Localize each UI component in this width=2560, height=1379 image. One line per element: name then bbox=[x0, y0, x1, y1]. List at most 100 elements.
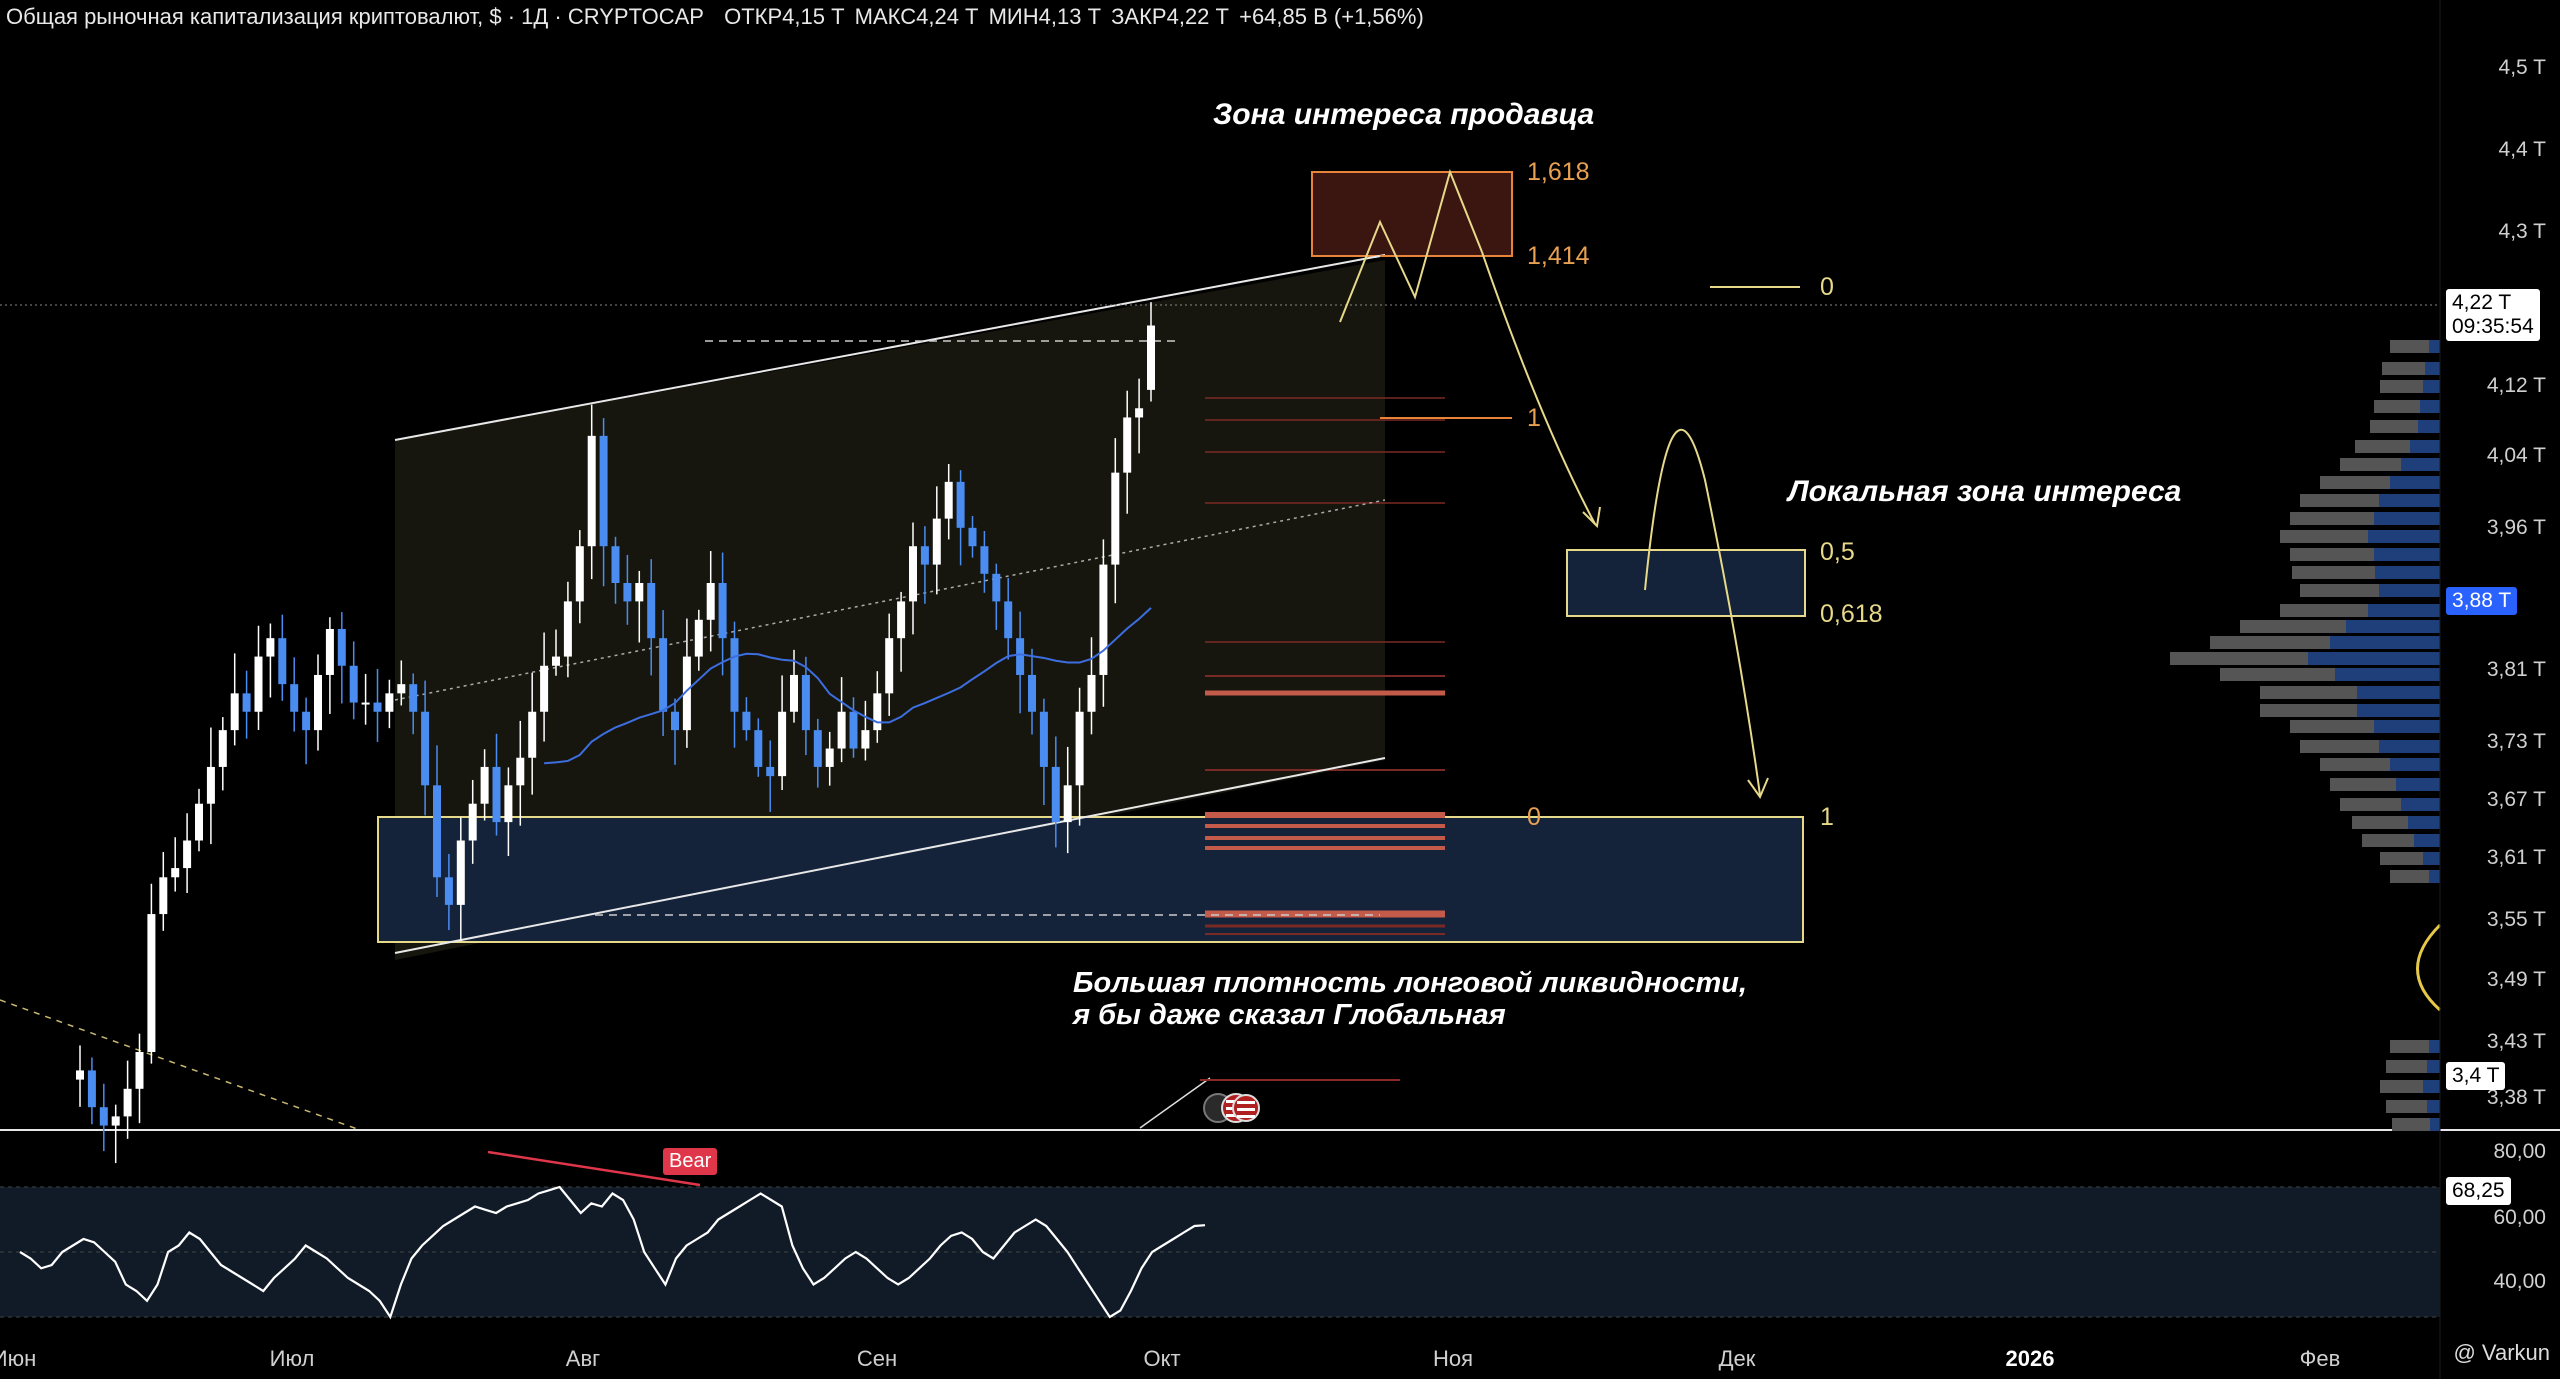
candle-body[interactable] bbox=[409, 684, 418, 712]
candle-body[interactable] bbox=[99, 1107, 108, 1126]
candle-body[interactable] bbox=[1004, 601, 1013, 639]
candle-body[interactable] bbox=[254, 656, 263, 712]
candle-body[interactable] bbox=[111, 1116, 120, 1126]
channel-upper[interactable] bbox=[394, 254, 1386, 441]
candle-body[interactable] bbox=[766, 766, 775, 777]
candle-body[interactable] bbox=[206, 766, 215, 804]
candle-body[interactable] bbox=[920, 546, 929, 565]
candle-body[interactable] bbox=[135, 1052, 144, 1089]
candle-body[interactable] bbox=[706, 583, 715, 620]
candle-body[interactable] bbox=[373, 702, 382, 712]
candle-body[interactable] bbox=[516, 757, 525, 786]
candle-body[interactable] bbox=[671, 711, 679, 731]
candle-body[interactable] bbox=[314, 674, 322, 731]
candle-body[interactable] bbox=[1028, 674, 1036, 712]
candle-body[interactable] bbox=[325, 628, 334, 675]
candle-body[interactable] bbox=[385, 693, 394, 712]
candle-body[interactable] bbox=[694, 619, 703, 657]
candle-body[interactable] bbox=[456, 840, 465, 905]
candle-body[interactable] bbox=[444, 877, 453, 905]
candle-body[interactable] bbox=[302, 711, 311, 731]
candle-body[interactable] bbox=[76, 1070, 84, 1080]
candle-body[interactable] bbox=[813, 730, 822, 767]
candle-body[interactable] bbox=[1111, 472, 1120, 565]
annotation-liquidity-1[interactable]: Большая плотность лонговой ликвидности, bbox=[1073, 967, 1748, 999]
candle-body[interactable] bbox=[611, 546, 620, 583]
candle-body[interactable] bbox=[230, 693, 239, 731]
candle-body[interactable] bbox=[492, 766, 501, 823]
candle-body[interactable] bbox=[1063, 785, 1072, 823]
candle-body[interactable] bbox=[349, 665, 358, 703]
candle-body[interactable] bbox=[218, 730, 227, 767]
candle-body[interactable] bbox=[242, 693, 251, 712]
candle-body[interactable] bbox=[563, 601, 572, 657]
candle-body[interactable] bbox=[1123, 417, 1132, 473]
candle-body[interactable] bbox=[1016, 638, 1025, 675]
candle-body[interactable] bbox=[742, 711, 751, 731]
candle-body[interactable] bbox=[790, 674, 798, 712]
candle-body[interactable] bbox=[1087, 674, 1096, 712]
candle-body[interactable] bbox=[575, 546, 584, 602]
candle-body[interactable] bbox=[754, 730, 763, 767]
candle-body[interactable] bbox=[801, 674, 810, 731]
channel-lower[interactable] bbox=[394, 757, 1386, 954]
candle-body[interactable] bbox=[1075, 711, 1084, 786]
candle-body[interactable] bbox=[540, 665, 549, 712]
candle-body[interactable] bbox=[599, 435, 608, 547]
candle-body[interactable] bbox=[944, 481, 953, 519]
candle-body[interactable] bbox=[159, 877, 168, 915]
candle-body[interactable] bbox=[123, 1088, 132, 1117]
annotation-seller-zone[interactable]: Зона интереса продавца bbox=[1213, 98, 1595, 131]
candle-body[interactable] bbox=[87, 1070, 96, 1108]
candle-body[interactable] bbox=[504, 785, 513, 823]
candle-body[interactable] bbox=[778, 711, 787, 777]
candle-body[interactable] bbox=[421, 711, 430, 786]
candle-body[interactable] bbox=[861, 730, 870, 749]
candle-body[interactable] bbox=[183, 840, 192, 869]
candle-body[interactable] bbox=[171, 868, 180, 878]
candle-body[interactable] bbox=[897, 601, 906, 639]
candle-body[interactable] bbox=[195, 803, 203, 841]
candle-body[interactable] bbox=[1051, 766, 1060, 823]
candle-body[interactable] bbox=[278, 638, 287, 685]
candle-body[interactable] bbox=[932, 518, 941, 565]
candle-body[interactable] bbox=[659, 638, 668, 712]
candle-body[interactable] bbox=[266, 638, 275, 657]
candle-body[interactable] bbox=[873, 693, 882, 731]
candle-body[interactable] bbox=[956, 481, 965, 528]
candle-body[interactable] bbox=[361, 702, 370, 705]
candle-body[interactable] bbox=[1147, 325, 1155, 390]
annotation-liquidity-2[interactable]: я бы даже сказал Глобальная bbox=[1073, 999, 1506, 1031]
annotation-local-zone[interactable]: Локальная зона интереса bbox=[1788, 475, 2182, 508]
blue-price-marker[interactable]: 3,88 T bbox=[2446, 587, 2518, 615]
symbol-title[interactable]: Общая рыночная капитализация криптовалют… bbox=[6, 4, 704, 29]
candle-body[interactable] bbox=[623, 583, 632, 602]
us-flag-icon[interactable] bbox=[1203, 1093, 1260, 1123]
bear-divergence-label[interactable]: Bear bbox=[663, 1148, 718, 1175]
candle-body[interactable] bbox=[337, 628, 346, 666]
candle-body[interactable] bbox=[909, 546, 917, 602]
candle-body[interactable] bbox=[968, 527, 977, 547]
candle-body[interactable] bbox=[290, 684, 299, 712]
candle-body[interactable] bbox=[552, 656, 560, 666]
candle-body[interactable] bbox=[397, 684, 406, 694]
candle-body[interactable] bbox=[480, 766, 489, 804]
candle-body[interactable] bbox=[587, 435, 596, 547]
candle-body[interactable] bbox=[1099, 564, 1108, 675]
candle-body[interactable] bbox=[825, 748, 834, 767]
candle-body[interactable] bbox=[885, 638, 894, 694]
candle-body[interactable] bbox=[730, 638, 739, 712]
candle-body[interactable] bbox=[837, 711, 846, 749]
candle-body[interactable] bbox=[980, 546, 989, 574]
candle-body[interactable] bbox=[647, 583, 656, 639]
candle-body[interactable] bbox=[1039, 711, 1048, 767]
candle-body[interactable] bbox=[682, 656, 691, 731]
candle-body[interactable] bbox=[635, 583, 644, 602]
candle-body[interactable] bbox=[849, 711, 858, 749]
candle-body[interactable] bbox=[992, 573, 1001, 602]
candle-body[interactable] bbox=[528, 711, 537, 758]
candle-body[interactable] bbox=[1135, 408, 1144, 418]
candle-body[interactable] bbox=[433, 785, 441, 878]
candle-body[interactable] bbox=[718, 583, 727, 639]
candle-body[interactable] bbox=[468, 803, 477, 841]
